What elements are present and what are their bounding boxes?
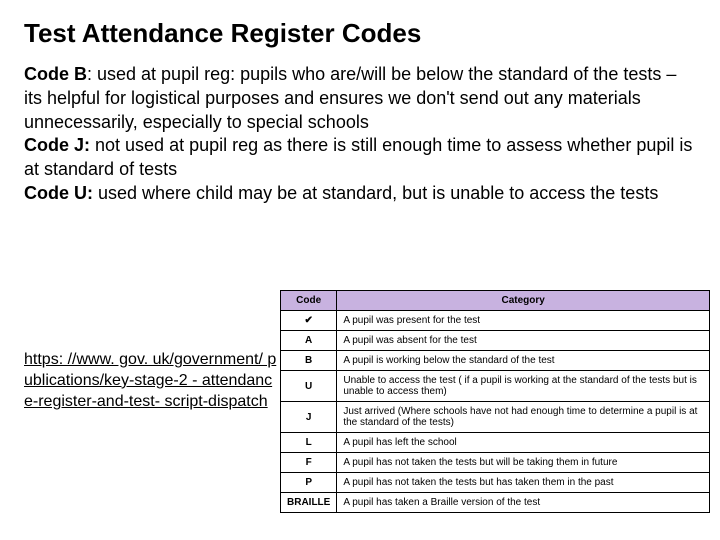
cell-category: A pupil is working below the standard of… (337, 351, 710, 371)
cell-code: ✔ (281, 311, 337, 331)
table-row: FA pupil has not taken the tests but wil… (281, 453, 710, 473)
code-j-label: Code J: (24, 135, 90, 155)
table-row: ✔A pupil was present for the test (281, 311, 710, 331)
cell-code: J (281, 402, 337, 433)
table-row: BRAILLEA pupil has taken a Braille versi… (281, 493, 710, 513)
code-u-text: used where child may be at standard, but… (93, 183, 658, 203)
cell-code: B (281, 351, 337, 371)
cell-category: A pupil has not taken the tests but will… (337, 453, 710, 473)
code-j-text: not used at pupil reg as there is still … (24, 135, 692, 179)
table-row: UUnable to access the test ( if a pupil … (281, 371, 710, 402)
cell-code: U (281, 371, 337, 402)
cell-code: F (281, 453, 337, 473)
link-block: https: //www. gov. uk/government/ public… (24, 350, 279, 412)
gov-uk-link[interactable]: https: //www. gov. uk/government/ public… (24, 351, 276, 410)
cell-category: A pupil was present for the test (337, 311, 710, 331)
cell-category: A pupil has taken a Braille version of t… (337, 493, 710, 513)
table-row: LA pupil has left the school (281, 433, 710, 453)
col-header-category: Category (337, 291, 710, 311)
cell-category: A pupil was absent for the test (337, 331, 710, 351)
table-row: JJust arrived (Where schools have not ha… (281, 402, 710, 433)
cell-category: Just arrived (Where schools have not had… (337, 402, 710, 433)
table-row: PA pupil has not taken the tests but has… (281, 473, 710, 493)
table-header-row: Code Category (281, 291, 710, 311)
cell-code: BRAILLE (281, 493, 337, 513)
code-u-label: Code U: (24, 183, 93, 203)
code-b-label: Code B (24, 64, 87, 84)
cell-category: Unable to access the test ( if a pupil i… (337, 371, 710, 402)
codes-paragraph: Code B: used at pupil reg: pupils who ar… (24, 63, 696, 206)
table-row: BA pupil is working below the standard o… (281, 351, 710, 371)
codes-table: Code Category ✔A pupil was present for t… (280, 290, 710, 513)
page-title: Test Attendance Register Codes (24, 18, 696, 49)
code-b-text: : used at pupil reg: pupils who are/will… (24, 64, 676, 132)
table-row: AA pupil was absent for the test (281, 331, 710, 351)
cell-code: A (281, 331, 337, 351)
cell-category: A pupil has not taken the tests but has … (337, 473, 710, 493)
cell-code: P (281, 473, 337, 493)
cell-code: L (281, 433, 337, 453)
cell-category: A pupil has left the school (337, 433, 710, 453)
col-header-code: Code (281, 291, 337, 311)
